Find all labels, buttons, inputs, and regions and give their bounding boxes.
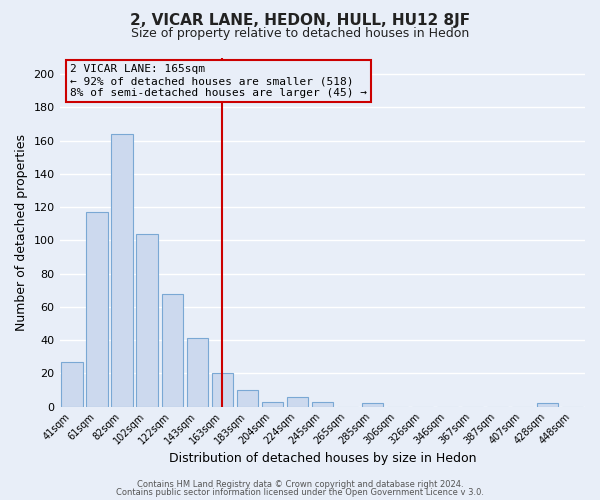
Bar (187, 338, 208, 406)
Bar (212, 374, 233, 406)
Bar (86, 212, 108, 406)
Bar (61, 362, 83, 406)
Bar (236, 390, 258, 406)
Bar (537, 404, 558, 406)
X-axis label: Distribution of detached houses by size in Hedon: Distribution of detached houses by size … (169, 452, 476, 465)
Bar (112, 134, 133, 406)
Bar (161, 294, 183, 406)
Text: 2, VICAR LANE, HEDON, HULL, HU12 8JF: 2, VICAR LANE, HEDON, HULL, HU12 8JF (130, 12, 470, 28)
Text: Contains public sector information licensed under the Open Government Licence v : Contains public sector information licen… (116, 488, 484, 497)
Bar (287, 396, 308, 406)
Bar (136, 234, 158, 406)
Bar (311, 402, 333, 406)
Text: Size of property relative to detached houses in Hedon: Size of property relative to detached ho… (131, 28, 469, 40)
Bar (362, 404, 383, 406)
Y-axis label: Number of detached properties: Number of detached properties (15, 134, 28, 330)
Text: Contains HM Land Registry data © Crown copyright and database right 2024.: Contains HM Land Registry data © Crown c… (137, 480, 463, 489)
Text: 2 VICAR LANE: 165sqm
← 92% of detached houses are smaller (518)
8% of semi-detac: 2 VICAR LANE: 165sqm ← 92% of detached h… (70, 64, 367, 98)
Bar (262, 402, 283, 406)
